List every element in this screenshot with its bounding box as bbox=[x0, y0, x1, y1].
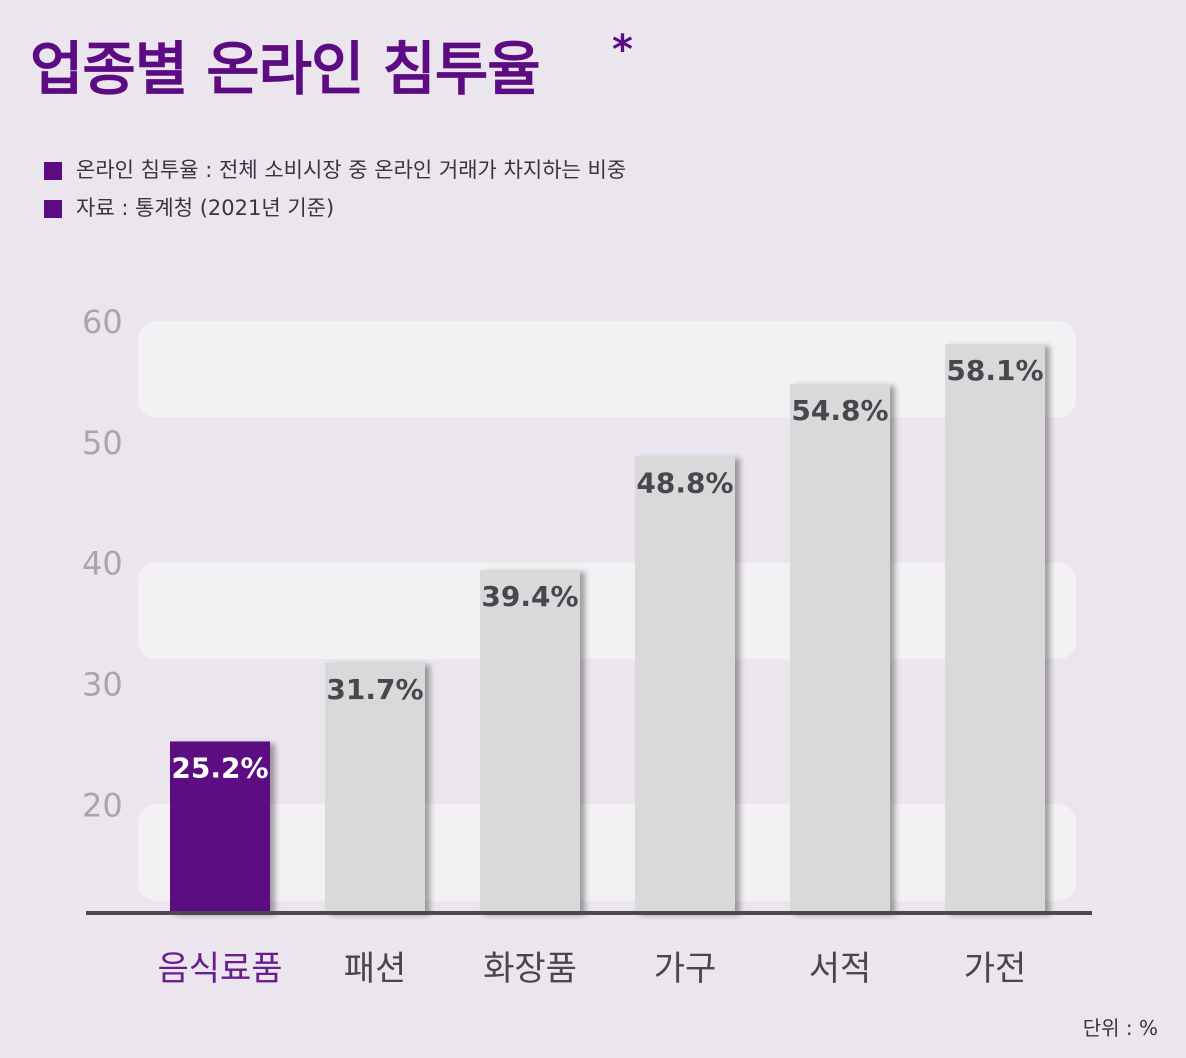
data-label: 39.4% bbox=[481, 580, 578, 613]
bar-4 bbox=[790, 383, 890, 914]
bar-1 bbox=[325, 662, 425, 913]
note-definition: 온라인 침투율 : 전체 소비시장 중 온라인 거래가 차지하는 비중 bbox=[44, 160, 626, 181]
data-label: 31.7% bbox=[326, 673, 423, 706]
x-category-label: 음식료품 bbox=[157, 949, 282, 989]
note-definition-text: 온라인 침투율 : 전체 소비시장 중 온라인 거래가 차지하는 비중 bbox=[76, 158, 627, 182]
note-bullet-icon bbox=[44, 161, 62, 180]
note-source-text: 자료 : 통계청 (2021년 기준) bbox=[76, 196, 335, 220]
data-label: 25.2% bbox=[171, 751, 268, 784]
x-category-label: 패션 bbox=[344, 949, 407, 989]
bar-3 bbox=[635, 456, 735, 913]
note-source: 자료 : 통계청 (2021년 기준) bbox=[44, 198, 334, 219]
y-tick-label: 20 bbox=[82, 786, 123, 824]
title-asterisk: * bbox=[612, 27, 633, 73]
unit-label: 단위 : % bbox=[1082, 1016, 1158, 1040]
x-category-label: 가전 bbox=[964, 949, 1027, 989]
y-tick-label: 60 bbox=[82, 303, 123, 341]
data-label: 48.8% bbox=[636, 466, 733, 499]
x-category-label: 서적 bbox=[809, 949, 872, 989]
background-band-2 bbox=[138, 321, 1076, 418]
x-category-label: 화장품 bbox=[483, 949, 577, 989]
data-label: 54.8% bbox=[791, 394, 888, 427]
background-band-0 bbox=[138, 804, 1076, 901]
data-label: 58.1% bbox=[946, 354, 1043, 387]
bar-2 bbox=[480, 569, 580, 913]
note-bullet-icon bbox=[44, 199, 62, 218]
y-tick-label: 30 bbox=[82, 665, 123, 703]
bar-0 bbox=[170, 741, 270, 913]
y-tick-label: 40 bbox=[82, 545, 123, 583]
y-tick-label: 50 bbox=[82, 424, 123, 462]
bar-5 bbox=[945, 343, 1045, 914]
background-band-1 bbox=[138, 562, 1076, 660]
chart-title: 업종별 온라인 침투율 bbox=[30, 35, 541, 103]
x-category-label: 가구 bbox=[654, 949, 717, 989]
